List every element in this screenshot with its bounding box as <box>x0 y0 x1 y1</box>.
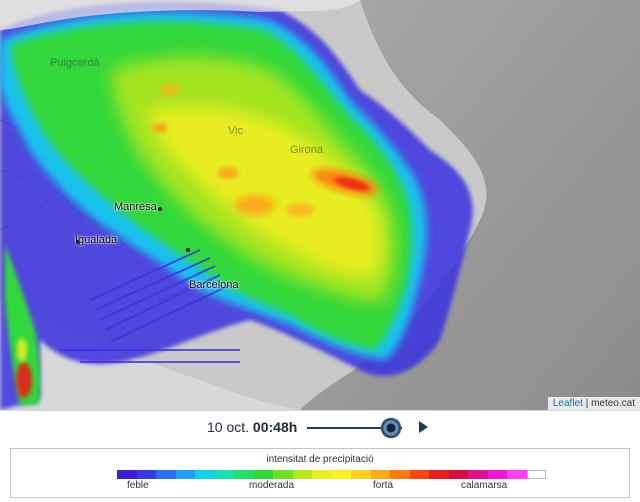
legend-swatch <box>429 470 449 479</box>
legend-swatch <box>487 470 507 479</box>
legend-swatch <box>526 470 546 479</box>
legend-swatch <box>273 470 293 479</box>
legend-swatch <box>253 470 273 479</box>
city-marker <box>76 240 80 244</box>
animation-controls: 10 oct. 00:48h <box>0 412 640 444</box>
legend-swatch <box>195 470 215 479</box>
timestamp: 10 oct. 00:48h <box>207 419 297 435</box>
sea-area <box>300 0 640 410</box>
city-label: Barcelona <box>189 279 239 291</box>
city-label: Igualada <box>75 234 118 246</box>
legend-swatch <box>292 470 312 479</box>
radar-map[interactable]: Manresa Igualada Vic Girona Puigcerdà Ba… <box>0 0 640 410</box>
map-canvas <box>0 0 640 410</box>
legend-swatch <box>175 470 195 479</box>
legend-swatch <box>351 470 371 479</box>
legend-label-calamarsa: calamarsa <box>461 480 508 491</box>
legend-swatch <box>370 470 390 479</box>
legend-swatch <box>156 470 176 479</box>
legend-label-forta: forta <box>373 480 394 491</box>
legend-swatch <box>390 470 410 479</box>
city-marker <box>158 207 162 211</box>
city-label: Manresa <box>114 201 157 213</box>
time-label: 00:48h <box>252 419 298 435</box>
precipitation-overlay <box>0 1 473 410</box>
legend-swatch <box>214 470 234 479</box>
legend-swatch <box>312 470 332 479</box>
legend-swatch <box>507 470 527 479</box>
legend-swatch <box>136 470 156 479</box>
city-marker <box>186 248 190 252</box>
leaflet-link[interactable]: Leaflet <box>552 398 583 409</box>
legend-label-moderada: moderada <box>249 480 295 491</box>
city-label: Vic <box>228 125 244 137</box>
divider <box>0 410 640 411</box>
coast-plain <box>0 300 300 410</box>
play-icon[interactable] <box>419 421 428 433</box>
legend-swatch <box>117 470 137 479</box>
legend-label-feble: feble <box>127 480 149 491</box>
map-attribution: Leaflet | meteo.cat <box>547 397 640 410</box>
legend-swatch <box>234 470 254 479</box>
date-label: 10 oct. <box>207 419 250 435</box>
city-label: Puigcerdà <box>50 57 100 69</box>
city-label: Girona <box>290 144 324 156</box>
legend-swatch <box>331 470 351 479</box>
precipitation-legend: intensitat de precipitació feble moderad… <box>10 448 630 498</box>
legend-title: intensitat de precipitació <box>266 454 374 465</box>
time-slider-handle[interactable] <box>380 418 401 438</box>
legend-swatch <box>409 470 429 479</box>
attribution-separator: | <box>585 398 589 409</box>
legend-swatch <box>468 470 488 479</box>
source-label: meteo.cat <box>591 398 635 409</box>
legend-swatch <box>448 470 468 479</box>
time-slider-track[interactable] <box>307 427 402 429</box>
legend-color-bar <box>117 470 546 479</box>
